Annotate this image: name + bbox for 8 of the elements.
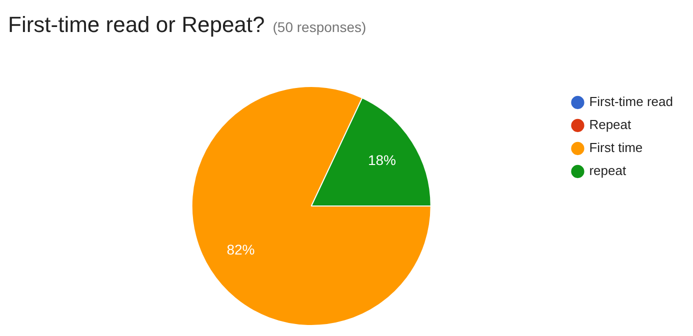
data-label: 18%: [368, 152, 396, 168]
legend-label: repeat: [589, 163, 626, 178]
legend-label: Repeat: [589, 117, 632, 132]
data-label: 82%: [226, 242, 255, 258]
chart-title: First-time read or Repeat?: [8, 12, 265, 37]
chart-subtitle: (50 responses): [272, 19, 366, 35]
legend-label: First time: [589, 140, 643, 156]
legend-label: First-time read: [589, 94, 674, 110]
